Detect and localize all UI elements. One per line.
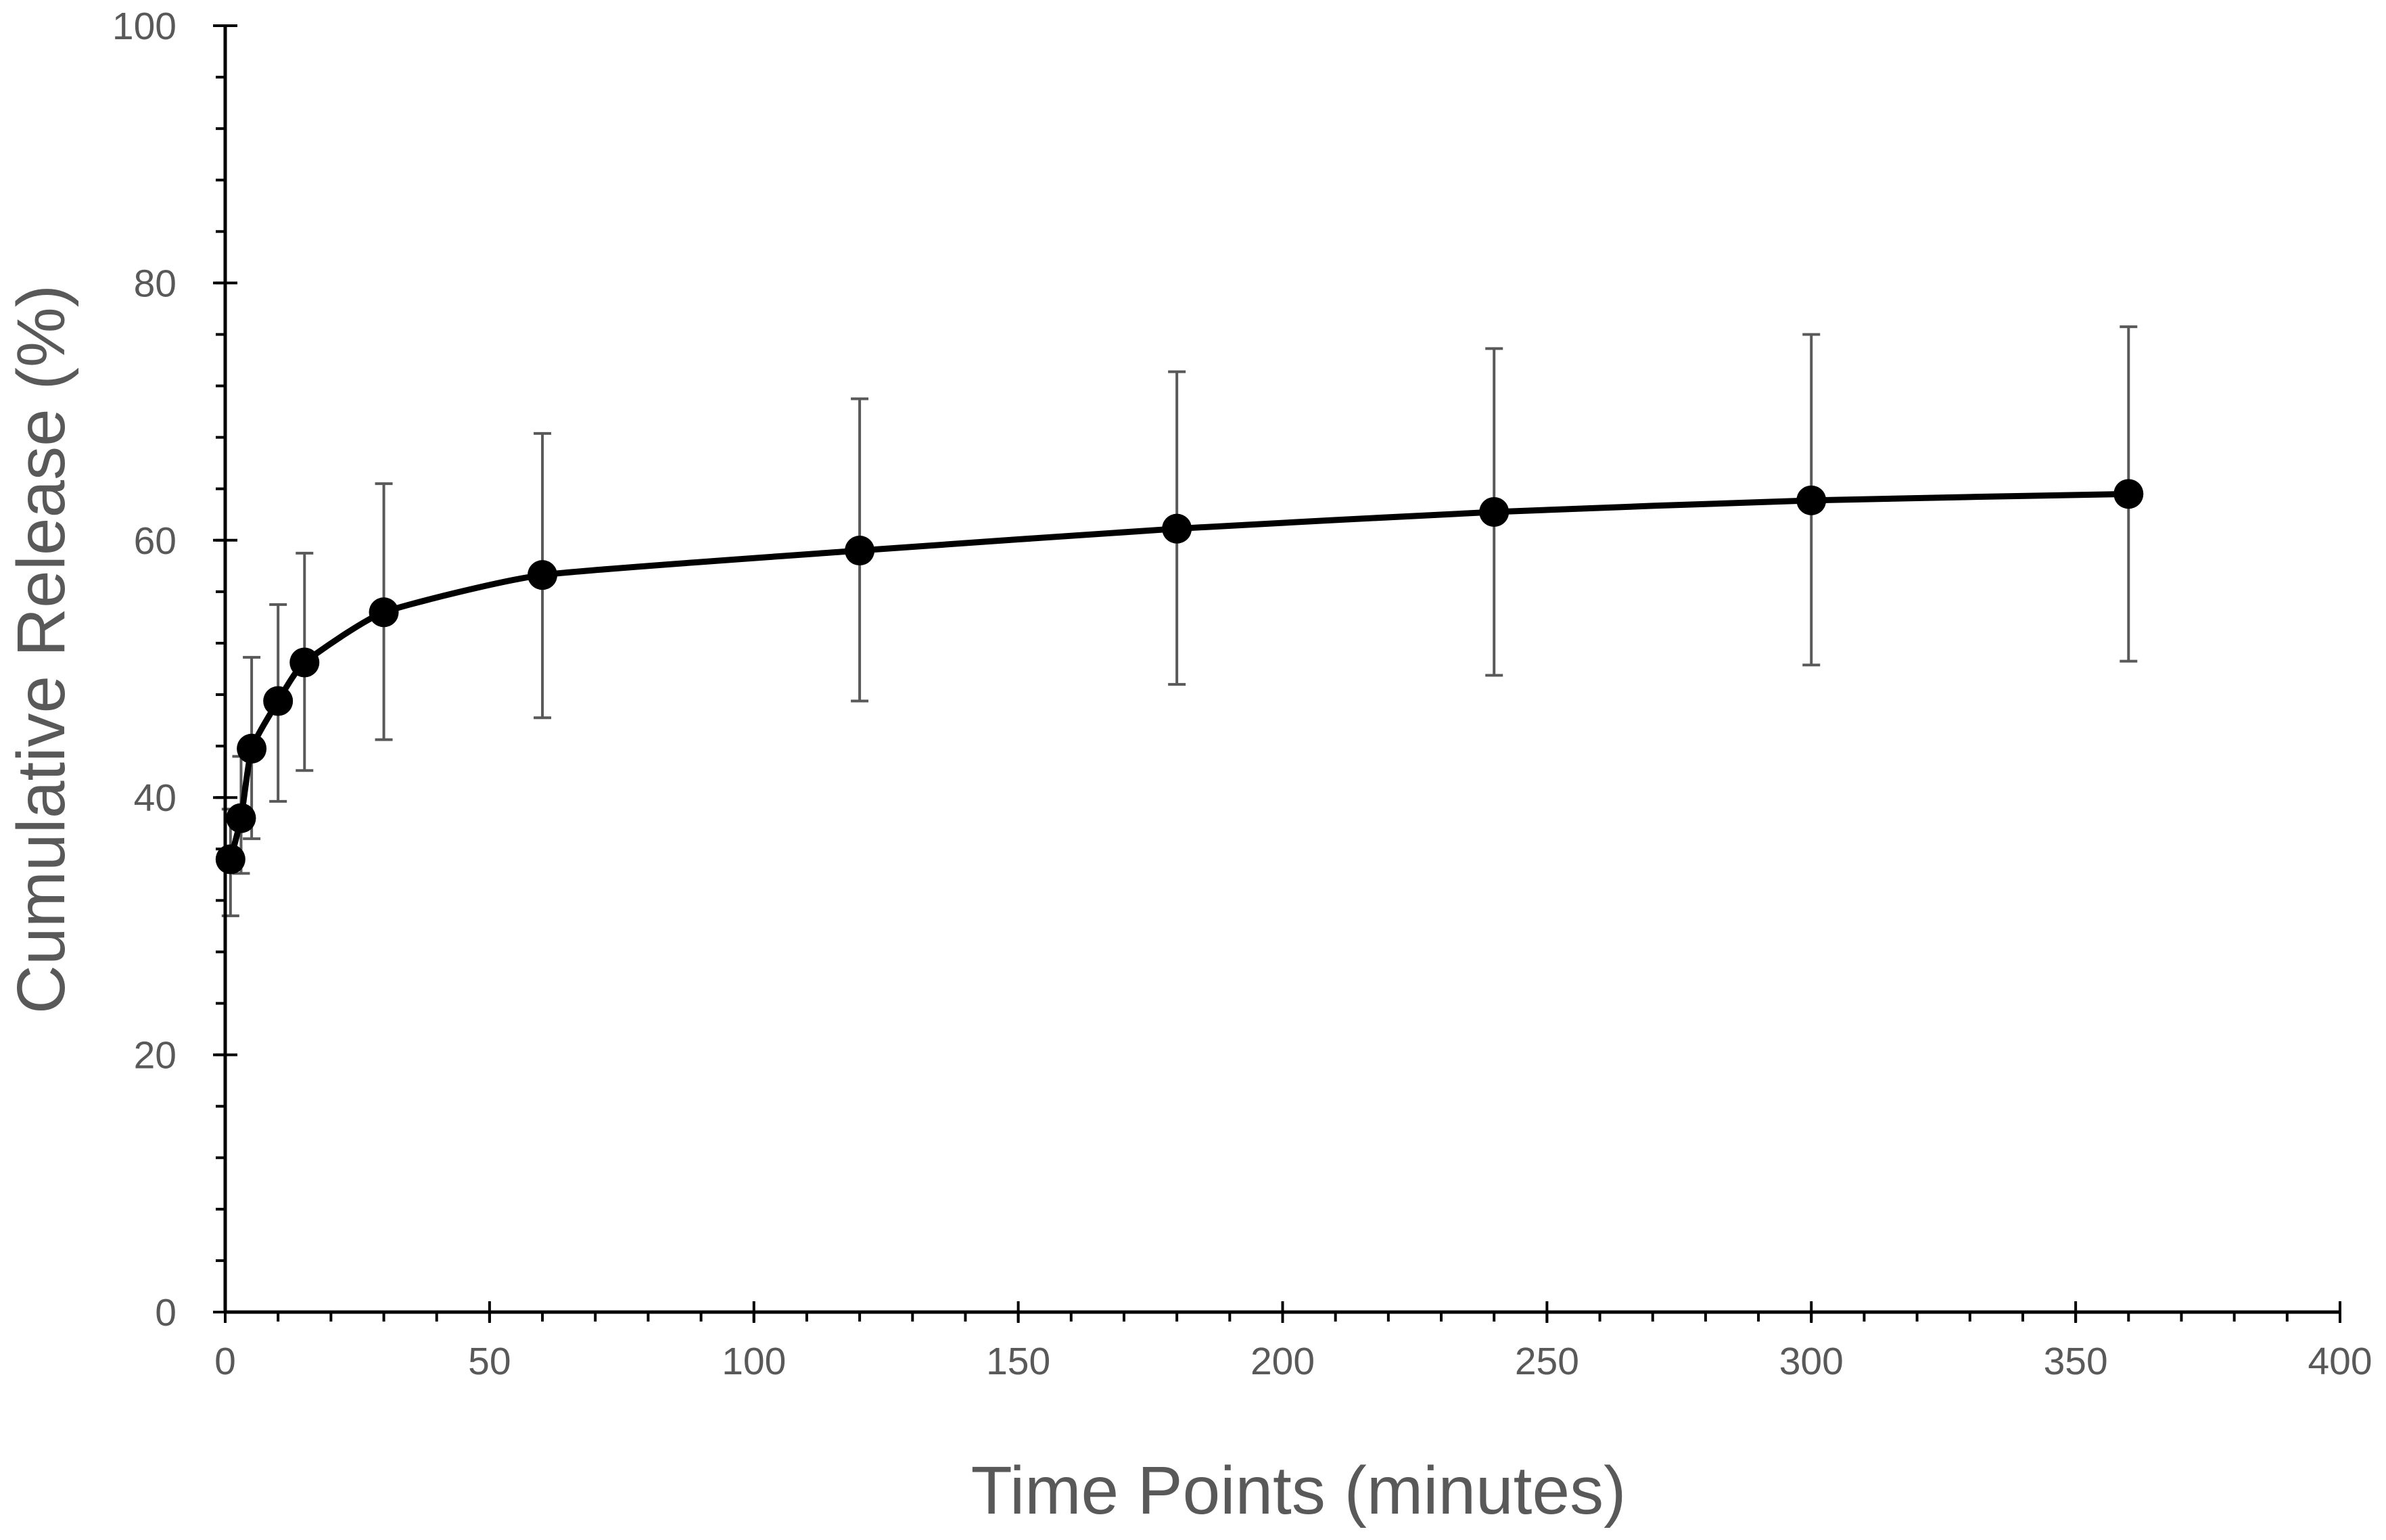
data-point <box>237 733 267 764</box>
data-point <box>1479 496 1510 527</box>
y-tick-label: 40 <box>134 776 177 820</box>
y-tick-label: 60 <box>134 519 177 563</box>
y-axis-title: Cumulative Release (%) <box>3 285 79 1014</box>
series-line <box>227 490 2132 862</box>
x-tick-label: 300 <box>1779 1340 1844 1383</box>
x-tick-label: 150 <box>986 1340 1050 1383</box>
x-axis-title: Time Points (minutes) <box>971 1453 1627 1529</box>
data-point <box>215 844 245 874</box>
data-markers <box>215 479 2144 874</box>
tick-labels: 0 50 100 150 200 250 300 350 400 0 20 40 60 80 100 <box>112 5 2372 1383</box>
data-point <box>289 647 320 678</box>
data-point <box>226 803 256 833</box>
x-tick-label: 250 <box>1515 1340 1579 1383</box>
data-point <box>369 597 399 628</box>
axes <box>213 24 2341 1323</box>
data-point <box>2113 479 2144 509</box>
data-point <box>1796 485 1827 515</box>
x-tick-label: 350 <box>2044 1340 2108 1383</box>
data-point <box>263 686 294 716</box>
y-tick-label: 100 <box>112 5 177 48</box>
data-point <box>528 560 558 590</box>
x-tick-label: 400 <box>2308 1340 2372 1383</box>
data-point <box>1162 513 1192 544</box>
y-tick-label: 0 <box>155 1291 177 1334</box>
x-tick-label: 200 <box>1250 1340 1315 1383</box>
x-tick-label: 50 <box>468 1340 511 1383</box>
x-tick-label: 0 <box>214 1340 236 1383</box>
y-tick-label: 20 <box>134 1034 177 1077</box>
x-tick-label: 100 <box>722 1340 786 1383</box>
data-point <box>845 536 875 566</box>
error-bars <box>221 325 2138 918</box>
y-tick-label: 80 <box>134 262 177 305</box>
